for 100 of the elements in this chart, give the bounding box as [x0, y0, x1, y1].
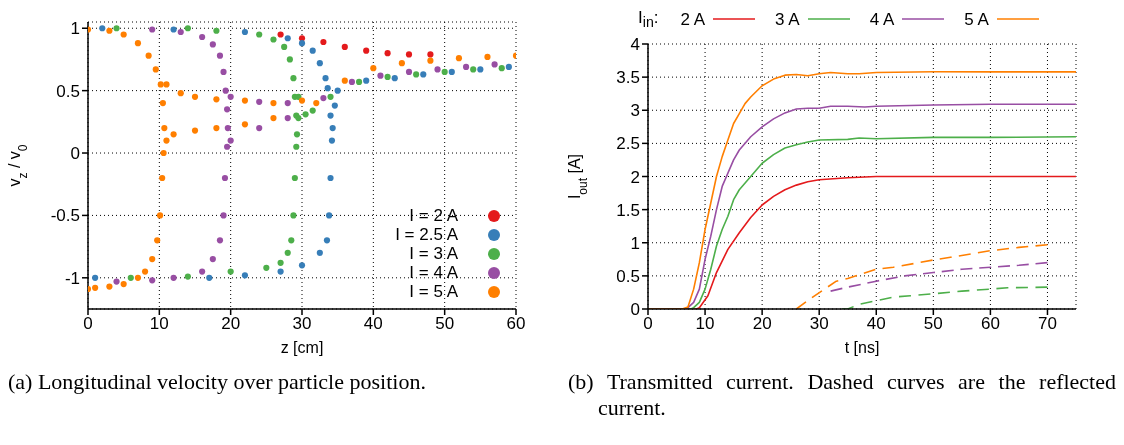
- y-tick-label: 0: [70, 144, 80, 164]
- point: [316, 249, 323, 256]
- x-tick-label: 40: [866, 314, 886, 334]
- x-tick-label: 10: [695, 314, 715, 334]
- point: [152, 66, 159, 73]
- text: (a) Longitudinal velocity over particle position.: [8, 369, 426, 394]
- y-tick-label: 0.5: [56, 81, 80, 101]
- y-tick-label: 2.5: [616, 134, 640, 154]
- point: [177, 90, 184, 97]
- point: [505, 63, 512, 71]
- point: [323, 237, 331, 244]
- y-tick-label: 3: [630, 101, 640, 121]
- x-tick-label: 0: [643, 314, 653, 334]
- legend-label: I = 2 A: [409, 206, 458, 225]
- point: [227, 93, 234, 100]
- point: [159, 100, 166, 107]
- point: [213, 27, 220, 34]
- y-tick-label: -1: [64, 268, 80, 288]
- legend-label: I = 2.5 A: [395, 225, 458, 244]
- point: [99, 25, 106, 32]
- point: [224, 124, 231, 132]
- line-series: [795, 243, 1049, 309]
- point: [256, 31, 263, 38]
- point: [313, 100, 320, 107]
- point: [326, 212, 333, 219]
- x-tick-label: 60: [506, 314, 526, 334]
- point: [92, 274, 99, 281]
- point: [327, 93, 334, 100]
- point: [398, 60, 405, 67]
- point: [427, 57, 434, 64]
- point: [316, 60, 323, 67]
- point: [298, 262, 306, 269]
- point: [221, 174, 229, 182]
- legend-label: 4 A: [869, 9, 895, 29]
- point: [170, 274, 177, 281]
- legend-label: 3 A: [775, 9, 800, 29]
- point: [441, 68, 448, 75]
- point: [213, 96, 220, 103]
- point: [224, 143, 231, 150]
- y-tick-label: 2: [630, 167, 640, 187]
- point: [281, 43, 288, 51]
- point: [199, 268, 206, 275]
- point: [329, 124, 336, 132]
- point: [391, 75, 398, 82]
- point: [170, 131, 177, 138]
- point: [384, 50, 391, 57]
- y-tick-label: 0: [630, 300, 640, 320]
- point: [106, 283, 113, 290]
- point: [288, 237, 295, 244]
- point: [284, 100, 291, 107]
- x-tick-label: 20: [221, 314, 241, 334]
- y-tick-label: 1.5: [616, 200, 640, 220]
- point: [320, 95, 327, 102]
- point: [227, 268, 234, 275]
- point: [241, 272, 249, 279]
- point: [159, 174, 166, 182]
- point: [291, 174, 298, 182]
- point: [220, 68, 227, 75]
- point: [427, 51, 434, 58]
- point: [284, 35, 291, 42]
- point: [241, 28, 249, 36]
- point: [284, 115, 291, 122]
- y-tick-label: -0.5: [50, 206, 80, 226]
- point: [355, 78, 363, 85]
- x-tick-label: 20: [752, 314, 772, 334]
- point: [341, 77, 348, 84]
- point: [156, 212, 164, 219]
- legend-title: I$_{in}$:: [638, 8, 659, 31]
- point: [327, 112, 334, 119]
- point: [256, 124, 263, 132]
- point: [470, 66, 477, 73]
- x-axis-title: t [ns]: [844, 339, 880, 356]
- point: [149, 256, 156, 263]
- point: [295, 93, 302, 100]
- point: [157, 81, 164, 88]
- point: [455, 55, 463, 62]
- x-tick-label: 50: [923, 314, 943, 334]
- point: [370, 65, 377, 72]
- point: [127, 274, 134, 281]
- point: [270, 115, 277, 122]
- legend-label: I = 5 A: [409, 282, 458, 301]
- point: [149, 277, 156, 284]
- point: [363, 47, 370, 54]
- x-tick-label: 0: [83, 314, 93, 334]
- line-series: [829, 261, 1049, 292]
- point: [216, 237, 224, 244]
- legend-label: 2 A: [680, 9, 706, 29]
- point: [222, 87, 229, 94]
- point: [477, 66, 484, 73]
- point: [413, 71, 420, 78]
- point: [334, 87, 341, 94]
- x-tick-label: 10: [149, 314, 169, 334]
- point: [405, 51, 413, 58]
- point: [405, 68, 413, 75]
- point: [484, 53, 491, 61]
- point: [213, 124, 220, 132]
- point: [322, 75, 329, 82]
- point: [163, 137, 170, 144]
- legend-label: I = 4 A: [409, 263, 458, 282]
- point: [498, 65, 505, 72]
